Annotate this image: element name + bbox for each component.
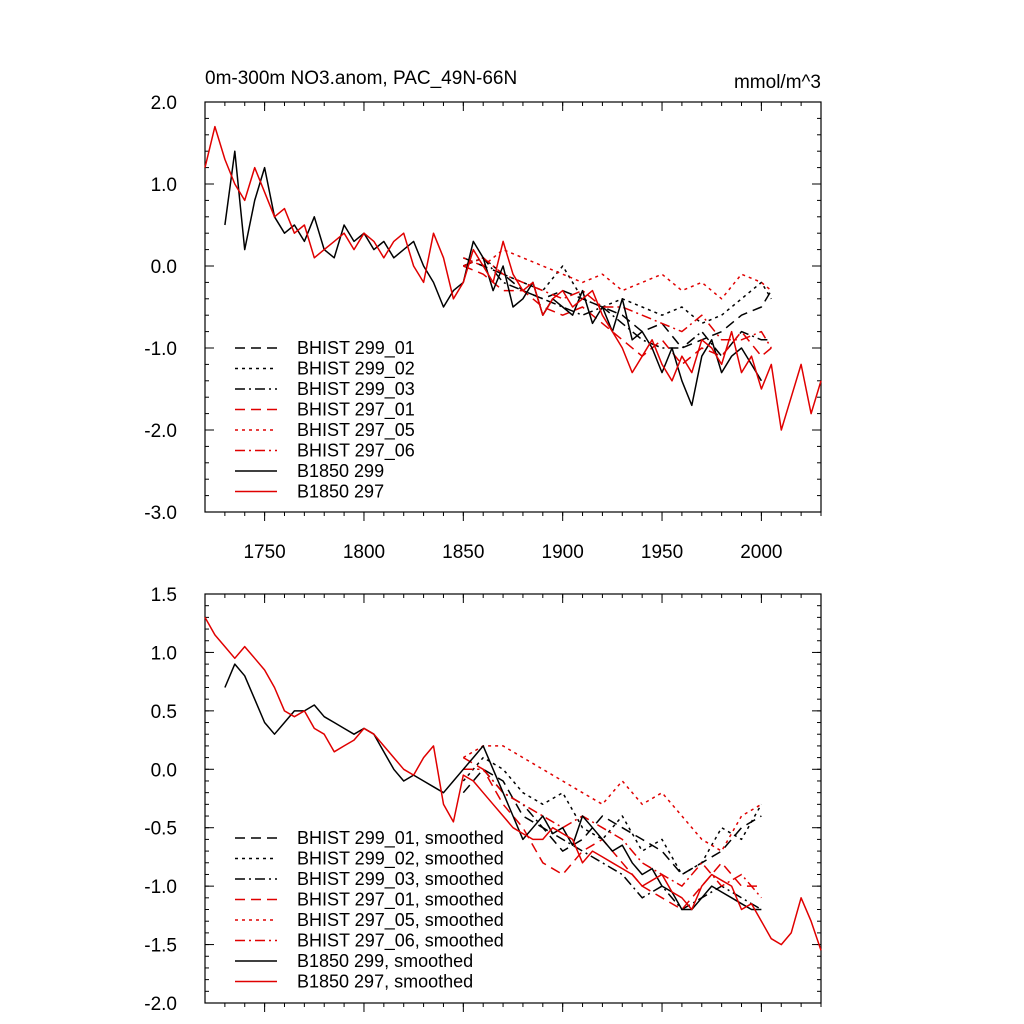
- x-tick-label: 2000: [740, 542, 782, 563]
- y-tick-label: -1.5: [144, 936, 177, 957]
- top-panel: 2.0 1.0 0.0 -1.0 -2.0 -3.0 1750 1800 1850 1900 195…: [144, 93, 822, 563]
- legend-label: BHIST 297_06: [297, 441, 415, 462]
- y-tick-label: 2.0: [151, 93, 177, 114]
- x-tick-label: 1800: [343, 542, 385, 563]
- x-tick-label: 1900: [542, 542, 584, 563]
- legend-label: BHIST 299_02, smoothed: [297, 849, 504, 870]
- series-line-7: [224, 150, 763, 407]
- series-line-6: [463, 768, 762, 899]
- y-tick-label: 1.0: [151, 643, 177, 664]
- y-tick-label: 0.0: [151, 257, 177, 278]
- y-tick-label: 0.0: [151, 760, 177, 781]
- legend-label: BHIST 297_01: [297, 400, 415, 421]
- series-line-1: [463, 257, 772, 349]
- plot-frame: [204, 101, 822, 513]
- y-tick-label: -2.0: [144, 421, 177, 442]
- series-line-4: [462, 756, 762, 911]
- y-tick-label: -1.0: [144, 877, 177, 898]
- x-tick-label: 1950: [641, 542, 683, 563]
- y-tick-label: 1.0: [151, 175, 177, 196]
- legend-label: BHIST 299_02: [297, 359, 415, 380]
- y-tick-label: -0.5: [144, 819, 177, 840]
- legend-label: B1850 299: [297, 461, 384, 481]
- series-line-8: [204, 125, 822, 431]
- bottom-panel: 1.5 1.0 0.5 0.0 -0.5 -1.0 -1.5 -2.0 BHIST 299_01…: [144, 585, 822, 1015]
- figure-title: 0m-300m NO3.anom, PAC_49N-66N: [205, 68, 517, 89]
- legend-label: BHIST 297_06, smoothed: [297, 931, 504, 952]
- legend-label: BHIST 297_01, smoothed: [297, 890, 504, 911]
- y-tick-label: 0.5: [151, 702, 177, 723]
- units-label: mmol/m^3: [734, 72, 821, 93]
- legend-label: BHIST 299_01: [297, 338, 415, 359]
- series-line-3: [463, 257, 772, 357]
- series-line-4: [463, 265, 772, 366]
- y-tick-label: 1.5: [151, 585, 177, 606]
- legend-label: BHIST 297_05: [297, 420, 415, 441]
- x-tick-label: 1850: [442, 542, 484, 563]
- y-tick-label: -3.0: [144, 503, 177, 524]
- legend-label: BHIST 299_01, smoothed: [297, 828, 504, 849]
- x-tick-label: 1750: [243, 542, 285, 563]
- series-line-8: [204, 617, 822, 951]
- series-line-6: [463, 257, 772, 349]
- series-line-5: [462, 745, 762, 852]
- legend-label: B1850 297, smoothed: [297, 972, 473, 992]
- legend-label: BHIST 297_05, smoothed: [297, 910, 504, 931]
- y-tick-label: -2.0: [144, 994, 177, 1015]
- legend-label: B1850 297: [297, 482, 384, 502]
- series-line-2: [462, 756, 763, 876]
- y-tick-label: -1.0: [144, 339, 177, 360]
- legend-label: B1850 299, smoothed: [297, 951, 473, 971]
- plot-frame: [204, 593, 822, 1004]
- legend-label: BHIST 299_03: [297, 379, 415, 400]
- legend-label: BHIST 299_03, smoothed: [297, 869, 504, 890]
